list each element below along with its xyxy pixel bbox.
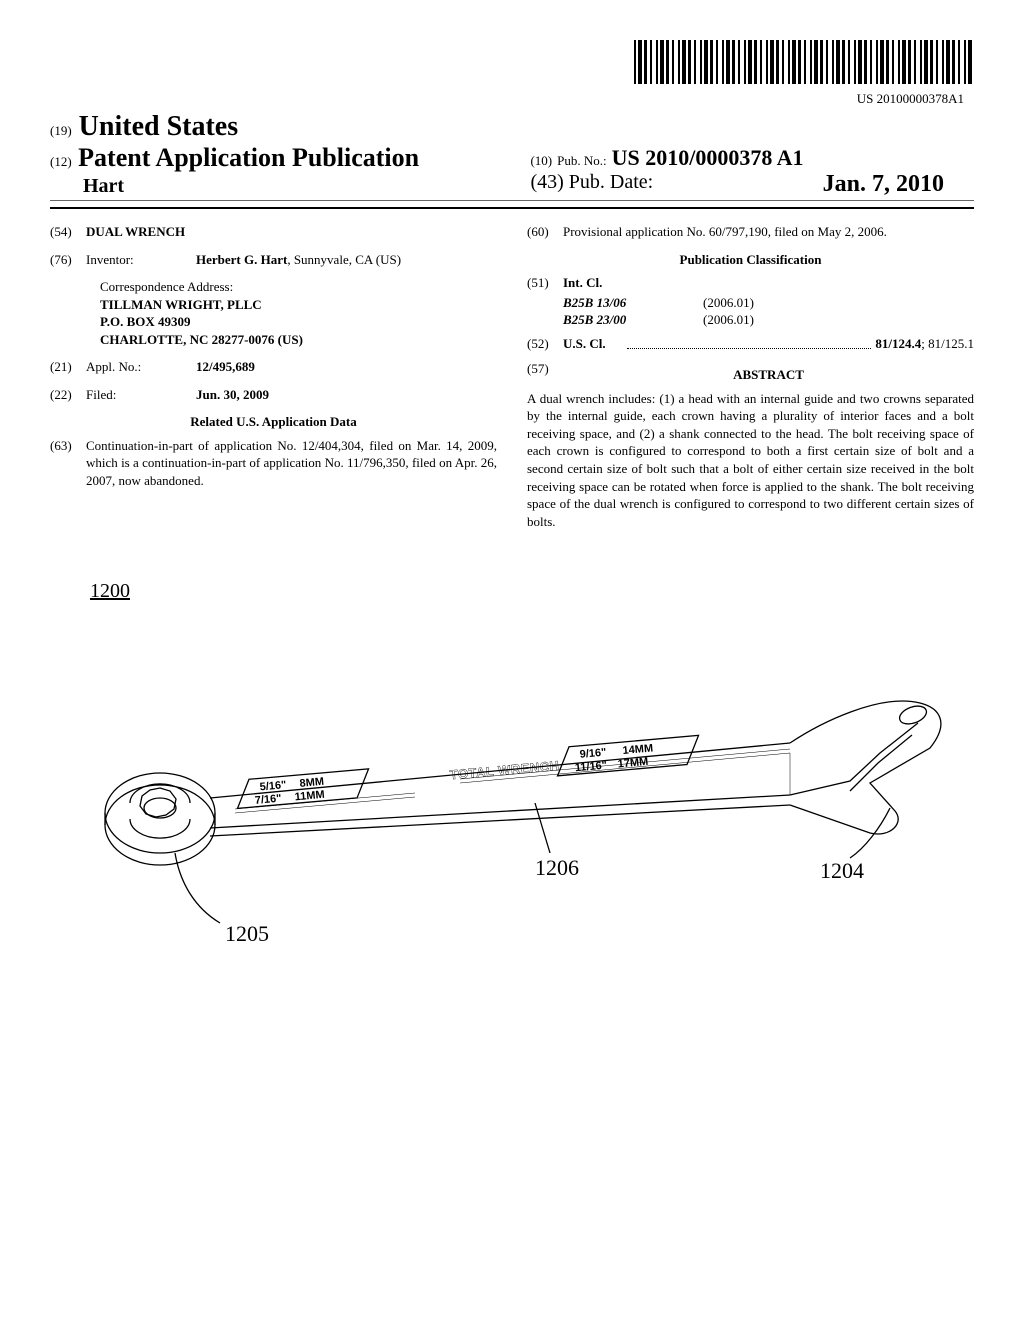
callout-1205: 1205 [225, 921, 269, 946]
applno-label: Appl. No.: [86, 358, 196, 376]
pubdate-line: (43) Pub. Date: Jan. 7, 2010 [530, 171, 974, 194]
provisional-text: Provisional application No. 60/797,190, … [563, 223, 974, 241]
inventor-label: Inventor: [86, 251, 196, 269]
inventor-name: Herbert G. Hart [196, 252, 287, 267]
rule-thick [50, 207, 974, 209]
biblio-columns: (54) DUAL WRENCH (76) Inventor: Herbert … [50, 223, 974, 530]
field-21: (21) Appl. No.: 12/495,689 [50, 358, 497, 376]
intcl-code-2: B25B 23/00 [563, 311, 703, 329]
rule-thin [50, 200, 974, 201]
barcode-area: US 20100000378A1 [50, 40, 974, 107]
code-57: (57) [527, 360, 563, 390]
corr-line1: TILLMAN WRIGHT, PLLC [100, 296, 497, 314]
field-52: (52) U.S. Cl. 81/124.4 ; 81/125.1 [527, 335, 974, 353]
country: United States [79, 111, 238, 142]
related-data-title: Related U.S. Application Data [50, 413, 497, 431]
code-60: (60) [527, 223, 563, 241]
left-column: (54) DUAL WRENCH (76) Inventor: Herbert … [50, 223, 497, 530]
inventor-last: Hart [83, 175, 124, 197]
abstract-label: ABSTRACT [563, 366, 974, 384]
corr-label: Correspondence Address: [100, 278, 497, 296]
patent-page: US 20100000378A1 (19) United States (12)… [0, 0, 1024, 1013]
corr-line2: P.O. BOX 49309 [100, 313, 497, 331]
field-22: (22) Filed: Jun. 30, 2009 [50, 386, 497, 404]
code-10: (10) [530, 153, 552, 168]
filed-label: Filed: [86, 386, 196, 404]
pub-title: Patent Application Publication [78, 143, 419, 172]
pub-number: US 2010/0000378 A1 [612, 145, 804, 170]
brand-text: TOTAL WRENCH [449, 758, 560, 783]
header-right: (10) Pub. No.: US 2010/0000378 A1 (43) P… [530, 145, 974, 198]
intcl-row-2: B25B 23/00 (2006.01) [563, 311, 974, 329]
correspondence-address: Correspondence Address: TILLMAN WRIGHT, … [100, 278, 497, 348]
abstract-text: A dual wrench includes: (1) a head with … [527, 390, 974, 530]
size-text-2a: 7/16" [254, 793, 282, 807]
code-43: (43) [530, 171, 563, 193]
code-19: (19) [50, 123, 72, 138]
header-left: (19) United States (12) Patent Applicati… [50, 111, 530, 198]
barcode [634, 40, 974, 84]
code-63: (63) [50, 437, 86, 490]
field-60: (60) Provisional application No. 60/797,… [527, 223, 974, 241]
field-57: (57) ABSTRACT [527, 360, 974, 390]
intcl-label: Int. Cl. [563, 274, 602, 292]
wrench-drawing: 5/16" 8MM 7/16" 11MM TOTAL WRENCH 9/16" … [80, 653, 960, 973]
applno-value: 12/495,689 [196, 358, 497, 376]
pubdate-label: Pub. Date: [569, 171, 653, 193]
size-text-1a: 5/16" [259, 779, 287, 793]
field-76: (76) Inventor: Herbert G. Hart, Sunnyval… [50, 251, 497, 269]
inventor-header: Hart [50, 175, 530, 198]
figure-label: 1200 [90, 580, 954, 603]
figure-area: 1200 [50, 580, 974, 973]
callout-1204: 1204 [820, 858, 864, 883]
size-text-3a: 9/16" [579, 747, 607, 761]
pubno-label: Pub. No.: [557, 153, 606, 168]
pubno-line: (10) Pub. No.: US 2010/0000378 A1 [530, 145, 974, 171]
header: (19) United States (12) Patent Applicati… [50, 111, 974, 198]
invention-title: DUAL WRENCH [86, 223, 185, 241]
right-column: (60) Provisional application No. 60/797,… [527, 223, 974, 530]
field-63: (63) Continuation-in-part of application… [50, 437, 497, 490]
field-51: (51) Int. Cl. [527, 274, 974, 292]
code-76: (76) [50, 251, 86, 269]
size-text-3b: 14MM [622, 743, 653, 758]
uscl-value-2: ; 81/125.1 [921, 335, 974, 353]
continuation-text: Continuation-in-part of application No. … [86, 437, 497, 490]
size-text-1b: 8MM [299, 776, 324, 790]
filed-value: Jun. 30, 2009 [196, 386, 497, 404]
intcl-row-1: B25B 13/06 (2006.01) [563, 294, 974, 312]
pub-date: Jan. 7, 2010 [823, 171, 974, 198]
callout-1206: 1206 [535, 855, 579, 880]
code-22: (22) [50, 386, 86, 404]
code-51: (51) [527, 274, 563, 292]
code-54: (54) [50, 223, 86, 241]
intcl-date-1: (2006.01) [703, 294, 754, 312]
dotted-leader [627, 337, 871, 350]
code-12: (12) [50, 154, 72, 169]
corr-line3: CHARLOTTE, NC 28277-0076 (US) [100, 331, 497, 349]
inventor-loc: , Sunnyvale, CA (US) [287, 252, 401, 267]
code-21: (21) [50, 358, 86, 376]
code-52: (52) [527, 335, 563, 353]
intcl-date-2: (2006.01) [703, 311, 754, 329]
pub-title-line: (12) Patent Application Publication [50, 143, 530, 173]
barcode-text: US 20100000378A1 [50, 91, 974, 107]
uscl-label: U.S. Cl. [563, 335, 623, 353]
intcl-code-1: B25B 13/06 [563, 294, 703, 312]
classification-title: Publication Classification [527, 251, 974, 269]
uscl-value-1: 81/124.4 [875, 335, 921, 353]
field-54: (54) DUAL WRENCH [50, 223, 497, 241]
inventor-value: Herbert G. Hart, Sunnyvale, CA (US) [196, 251, 497, 269]
country-line: (19) United States [50, 111, 530, 143]
